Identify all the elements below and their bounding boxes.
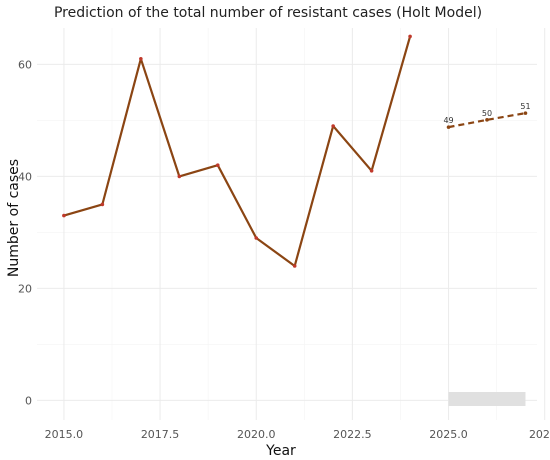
ticks-group: 2015.0 2017.5 2020.0 2022.5 2025.0 2027. 0 20 40… xyxy=(18,58,550,441)
y-axis-title: Number of cases xyxy=(6,159,22,277)
y-tick-label: 40 xyxy=(18,170,32,183)
forecast-band xyxy=(448,392,526,406)
observed-point xyxy=(331,124,335,128)
forecast-data-label: 49 xyxy=(443,116,453,125)
observed-point xyxy=(62,213,66,218)
x-tick-label: 2027. xyxy=(529,428,550,441)
forecast-point xyxy=(485,118,489,122)
x-tick-label: 2020.0 xyxy=(237,428,276,441)
chart-title: Prediction of the total number of resist… xyxy=(54,5,482,21)
series-group: 49 50 51 xyxy=(62,34,531,268)
forecast-line xyxy=(448,112,526,129)
y-tick-label: 0 xyxy=(25,394,32,407)
x-tick-label: 2017.5 xyxy=(141,428,180,441)
forecast-point xyxy=(446,125,451,129)
observed-point xyxy=(254,236,259,240)
observed-line xyxy=(63,36,412,268)
forecast-data-label: 50 xyxy=(482,109,492,118)
y-tick-label: 20 xyxy=(18,282,32,295)
x-axis-title: Year xyxy=(265,443,296,459)
observed-point xyxy=(100,202,105,207)
forecast-data-label: 51 xyxy=(520,102,530,111)
observed-point xyxy=(369,169,374,173)
observed-point xyxy=(215,163,220,167)
observed-point xyxy=(292,264,297,268)
x-tick-label: 2022.5 xyxy=(333,428,372,441)
observed-point xyxy=(408,34,412,39)
x-tick-label: 2015.0 xyxy=(45,428,84,441)
x-tick-label: 2025.0 xyxy=(429,428,468,441)
forecast-interval-band xyxy=(448,392,526,406)
y-tick-label: 60 xyxy=(18,58,32,71)
observed-point xyxy=(177,174,182,179)
observed-point xyxy=(139,57,143,61)
grid xyxy=(37,28,546,420)
forecast-point xyxy=(523,111,528,115)
